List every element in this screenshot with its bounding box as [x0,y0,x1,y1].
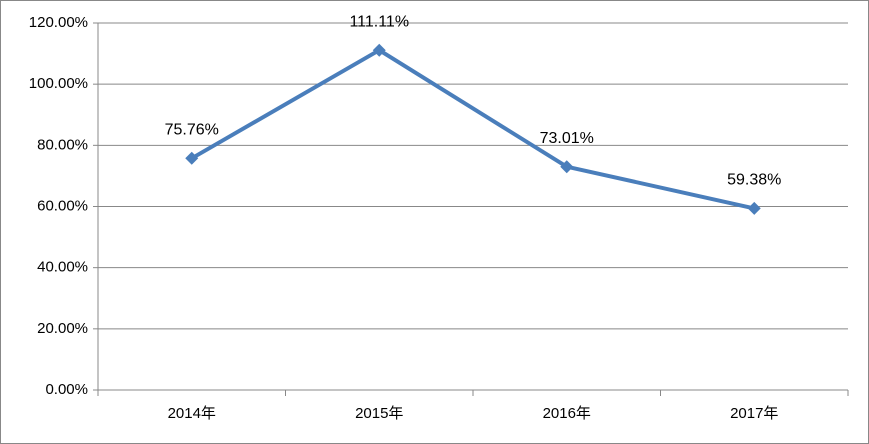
data-label: 73.01% [540,130,594,147]
data-label: 59.38% [727,172,781,189]
y-tick-label: 40.00% [37,259,88,276]
data-point [747,201,761,215]
data-label: 75.76% [165,122,219,139]
data-point [560,160,574,174]
y-tick-label: 60.00% [37,197,88,214]
x-tick-label: 2015年 [355,405,403,422]
x-tick-label: 2016年 [543,405,591,422]
y-tick-label: 80.00% [37,136,88,153]
series-line [190,48,755,211]
y-tick-label: 100.00% [29,75,88,92]
data-label: 111.11% [349,13,409,30]
y-tick-label: 120.00% [29,14,88,31]
data-point [372,43,386,57]
x-tick-label: 2017年 [730,405,778,422]
x-tick-label: 2014年 [168,405,216,422]
y-tick-label: 0.00% [45,381,88,398]
data-point [185,151,199,165]
y-tick-label: 20.00% [37,320,88,337]
